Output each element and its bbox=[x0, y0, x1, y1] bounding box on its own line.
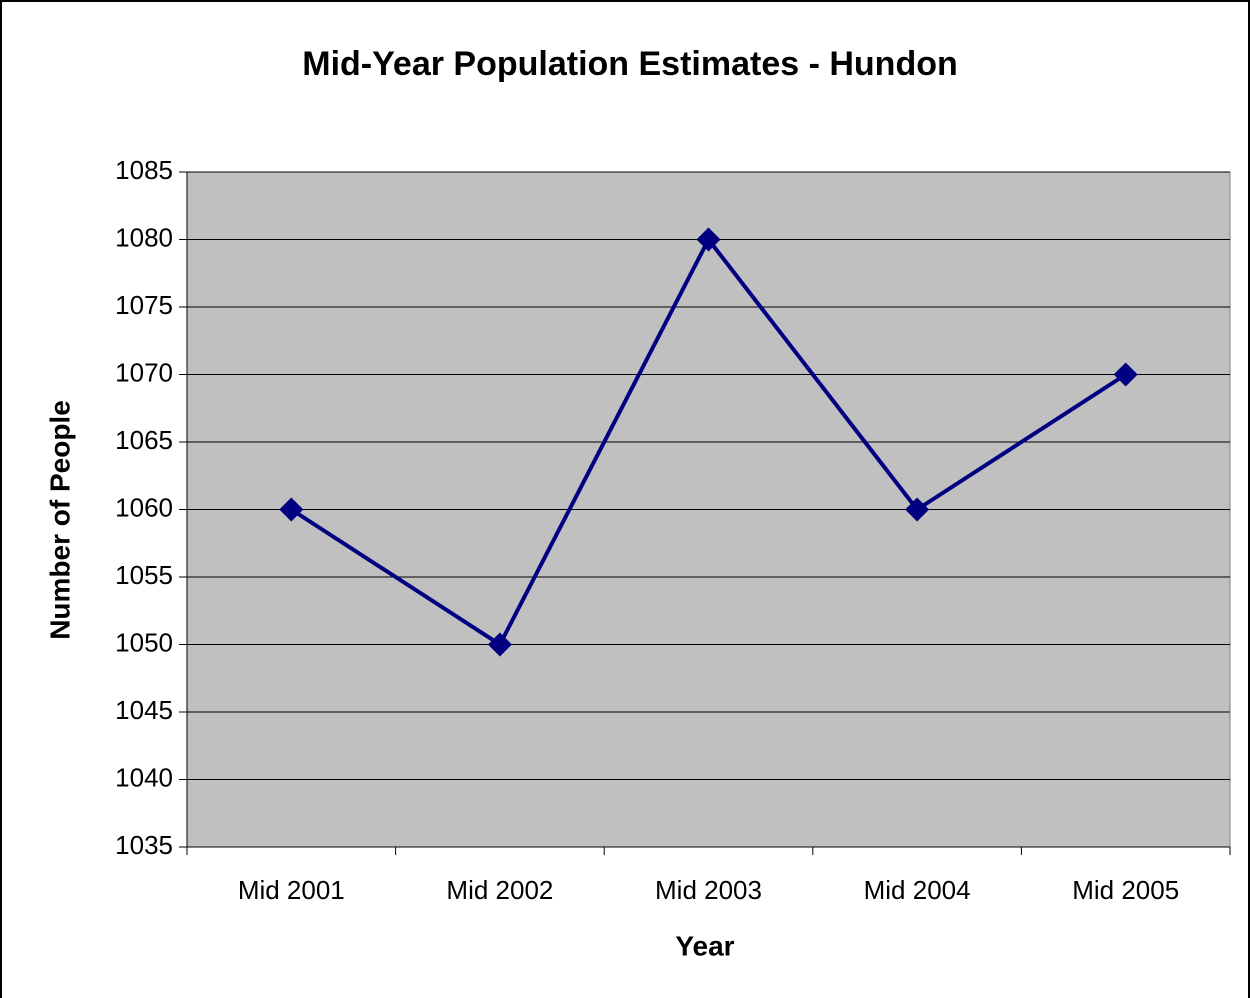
marker bbox=[696, 227, 721, 252]
x-tick-label: Mid 2001 bbox=[238, 875, 345, 905]
y-tick-label: 1065 bbox=[115, 425, 173, 455]
marker bbox=[1113, 362, 1138, 387]
y-tick-label: 1075 bbox=[115, 290, 173, 320]
x-tick-label: Mid 2004 bbox=[864, 875, 971, 905]
x-tick-label: Mid 2005 bbox=[1072, 875, 1179, 905]
y-tick-label: 1085 bbox=[115, 155, 173, 185]
y-tick-label: 1070 bbox=[115, 357, 173, 387]
chart-title: Mid-Year Population Estimates - Hundon bbox=[302, 45, 958, 83]
y-tick-label: 1060 bbox=[115, 492, 173, 522]
marker bbox=[487, 632, 512, 657]
y-axis-label: Number of People bbox=[44, 400, 75, 640]
y-tick-label: 1040 bbox=[115, 762, 173, 792]
y-tick-label: 1055 bbox=[115, 560, 173, 590]
marker bbox=[905, 497, 930, 522]
y-tick-label: 1050 bbox=[115, 627, 173, 657]
y-tick-label: 1080 bbox=[115, 222, 173, 252]
y-tick-label: 1045 bbox=[115, 695, 173, 725]
x-axis-label: Year bbox=[675, 930, 734, 961]
x-tick-label: Mid 2003 bbox=[655, 875, 762, 905]
y-tick-label: 1035 bbox=[115, 830, 173, 860]
x-tick-label: Mid 2002 bbox=[446, 875, 553, 905]
marker bbox=[279, 497, 304, 522]
